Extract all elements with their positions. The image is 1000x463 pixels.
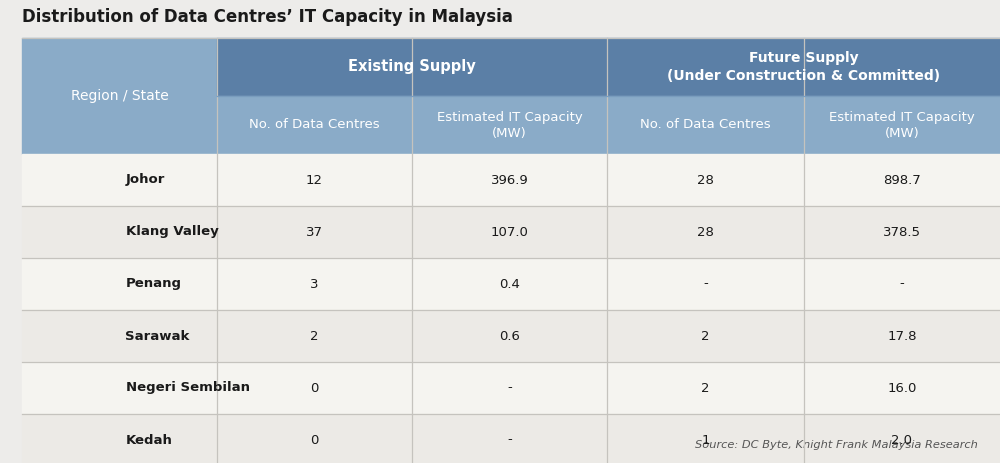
Text: 396.9: 396.9 — [491, 174, 528, 187]
Text: 28: 28 — [697, 225, 714, 238]
Text: -: - — [703, 277, 708, 290]
Text: Estimated IT Capacity
(MW): Estimated IT Capacity (MW) — [829, 111, 975, 139]
Text: 3: 3 — [310, 277, 319, 290]
Text: 17.8: 17.8 — [887, 330, 917, 343]
Text: No. of Data Centres: No. of Data Centres — [249, 119, 380, 131]
Text: 28: 28 — [697, 174, 714, 187]
Text: Future Supply
(Under Construction & Committed): Future Supply (Under Construction & Comm… — [667, 51, 940, 83]
Text: 0: 0 — [310, 382, 319, 394]
Text: Existing Supply: Existing Supply — [348, 60, 476, 75]
Text: 12: 12 — [306, 174, 323, 187]
Text: 378.5: 378.5 — [883, 225, 921, 238]
Text: 0: 0 — [310, 433, 319, 446]
Text: Penang: Penang — [126, 277, 182, 290]
Text: No. of Data Centres: No. of Data Centres — [640, 119, 771, 131]
Text: Estimated IT Capacity
(MW): Estimated IT Capacity (MW) — [437, 111, 582, 139]
Text: Klang Valley: Klang Valley — [126, 225, 218, 238]
Text: 2: 2 — [701, 382, 710, 394]
Text: 16.0: 16.0 — [887, 382, 917, 394]
Text: 37: 37 — [306, 225, 323, 238]
Text: 2.0: 2.0 — [892, 433, 912, 446]
Text: Sarawak: Sarawak — [126, 330, 190, 343]
Text: 0.4: 0.4 — [499, 277, 520, 290]
Text: -: - — [900, 277, 904, 290]
Text: 898.7: 898.7 — [883, 174, 921, 187]
Text: Source: DC Byte, Knight Frank Malaysia Research: Source: DC Byte, Knight Frank Malaysia R… — [695, 440, 978, 450]
Text: 2: 2 — [310, 330, 319, 343]
Text: -: - — [507, 433, 512, 446]
Text: 107.0: 107.0 — [491, 225, 528, 238]
Text: -: - — [507, 382, 512, 394]
Text: Johor: Johor — [126, 174, 165, 187]
Text: 1: 1 — [701, 433, 710, 446]
Text: 0.6: 0.6 — [499, 330, 520, 343]
Text: Distribution of Data Centres’ IT Capacity in Malaysia: Distribution of Data Centres’ IT Capacit… — [22, 8, 513, 26]
Text: Negeri Sembilan: Negeri Sembilan — [126, 382, 250, 394]
Text: Kedah: Kedah — [126, 433, 172, 446]
Text: 2: 2 — [701, 330, 710, 343]
Text: Region / State: Region / State — [71, 89, 168, 103]
